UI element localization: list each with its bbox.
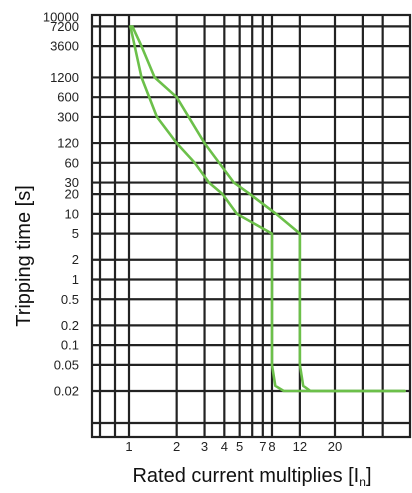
x-tick-label: 12 bbox=[293, 439, 307, 454]
y-tick-label: 0.5 bbox=[61, 292, 79, 307]
y-tick-label: 5 bbox=[72, 226, 79, 241]
y-tick-label: 1 bbox=[72, 272, 79, 287]
y-tick-label: 0.1 bbox=[61, 338, 79, 353]
y-tick-label: 20 bbox=[65, 187, 79, 202]
y-tick-label: 3600 bbox=[50, 39, 79, 54]
y-tick-label: 300 bbox=[57, 109, 79, 124]
x-axis-label-end: ] bbox=[366, 465, 372, 487]
y-tick-label: 30 bbox=[65, 175, 79, 190]
x-tick-labels: 1 2 3 4 5 7 8 12 20 bbox=[125, 439, 342, 454]
chart-curves bbox=[129, 25, 406, 393]
x-tick-label: 5 bbox=[236, 439, 243, 454]
x-tick-label: 1 bbox=[125, 439, 132, 454]
y-tick-label: 1200 bbox=[50, 70, 79, 85]
x-axis-label-subscript: n bbox=[359, 475, 366, 489]
x-axis-label: Rated current multiplies [In] bbox=[132, 465, 371, 489]
y-tick-label: 2 bbox=[72, 252, 79, 267]
y-tick-label: 0.05 bbox=[54, 357, 79, 372]
y-tick-label: 0.2 bbox=[61, 318, 79, 333]
y-tick-label: 10 bbox=[65, 206, 79, 221]
y-tick-label: 60 bbox=[65, 155, 79, 170]
x-tick-label: 20 bbox=[328, 439, 342, 454]
y-tick-label: 0.02 bbox=[54, 384, 79, 399]
tripping-curve-2 bbox=[129, 25, 406, 393]
plot-frame bbox=[90, 13, 412, 439]
y-tick-label: 10000 bbox=[43, 10, 79, 25]
y-tick-label: 600 bbox=[57, 90, 79, 105]
y-tick-label: 7200 bbox=[50, 19, 79, 34]
x-tick-label: 7 bbox=[259, 439, 266, 454]
chart-grid bbox=[90, 13, 412, 439]
tripping-curve-1 bbox=[131, 25, 406, 393]
x-tick-label: 8 bbox=[268, 439, 275, 454]
x-axis-label-main: Rated current multiplies [I bbox=[132, 465, 359, 487]
y-tick-label: 120 bbox=[57, 136, 79, 151]
x-tick-label: 4 bbox=[221, 439, 228, 454]
x-tick-label: 2 bbox=[173, 439, 180, 454]
x-tick-label: 3 bbox=[201, 439, 208, 454]
y-axis-label: Tripping time [s] bbox=[13, 185, 35, 327]
